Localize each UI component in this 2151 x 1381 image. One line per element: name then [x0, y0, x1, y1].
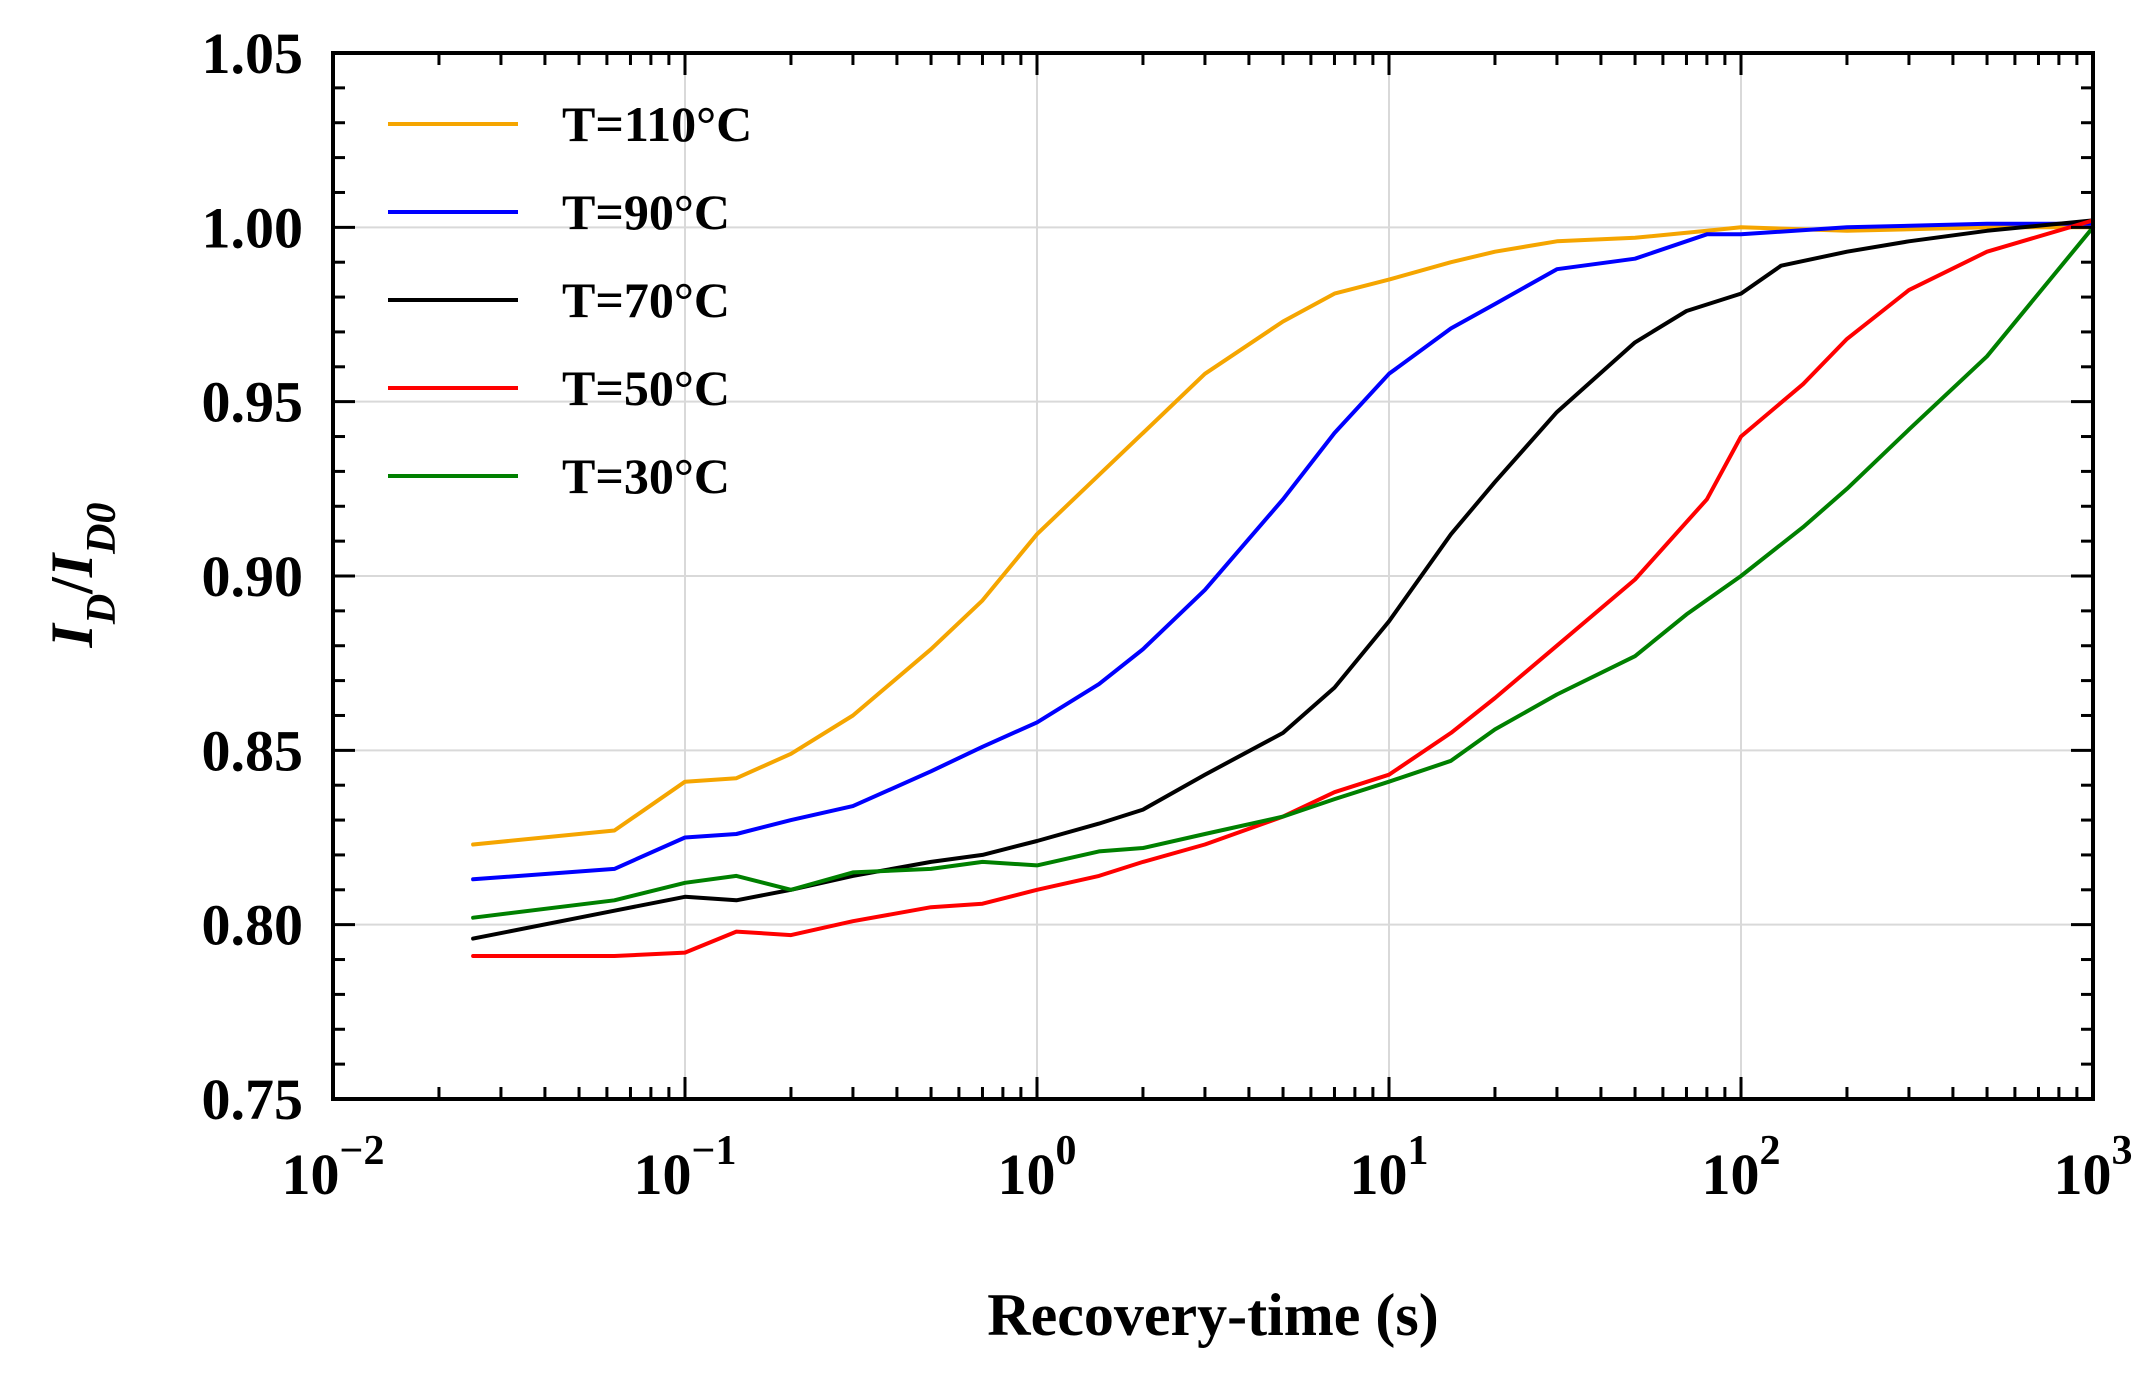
x-tick-exponent: −1 — [692, 1128, 737, 1174]
y-axis-title-sep: / — [39, 576, 105, 595]
y-tick-label: 0.75 — [202, 1067, 304, 1132]
x-tick-label: 10−2 — [282, 1128, 385, 1207]
x-tick-label: 102 — [1702, 1128, 1781, 1207]
legend: T=110°C T=90°C T=70°C T=50°C T=30°C — [388, 96, 752, 504]
y-tick-label: 0.95 — [202, 370, 304, 435]
x-tick-label: 101 — [1350, 1128, 1429, 1207]
x-tick-base: 10 — [634, 1142, 692, 1207]
y-tick-label: 0.85 — [202, 718, 304, 783]
y-tick-label: 0.80 — [202, 893, 304, 958]
x-axis-title: Recovery-time (s) — [987, 1282, 1438, 1348]
legend-label: T=30°C — [562, 448, 730, 504]
x-tick-base: 10 — [1702, 1142, 1760, 1207]
y-tick-label: 1.00 — [202, 195, 304, 260]
legend-label: T=50°C — [562, 360, 730, 416]
y-axis-title: ID/ID0 — [39, 502, 125, 648]
series-line — [471, 225, 2095, 847]
y-axis-title-sub: D — [79, 594, 125, 625]
y-tick-labels: 0.75 0.80 0.85 0.90 0.95 1.00 1.05 — [202, 21, 304, 1132]
x-tick-label: 103 — [2054, 1128, 2133, 1207]
x-tick-exponent: −2 — [340, 1128, 385, 1174]
y-axis-title-base: I — [39, 622, 105, 649]
x-tick-base: 10 — [998, 1142, 1056, 1207]
series-line — [471, 225, 2095, 920]
plot-series — [471, 218, 2095, 958]
y-axis-title-base2: I — [39, 551, 105, 578]
y-axis-title-sub2: D0 — [79, 502, 125, 554]
x-tick-base: 10 — [282, 1142, 340, 1207]
series-line — [471, 221, 2095, 882]
legend-label: T=110°C — [562, 96, 752, 152]
x-tick-exponent: 2 — [1760, 1128, 1781, 1174]
x-tick-base: 10 — [2054, 1142, 2112, 1207]
x-tick-base: 10 — [1350, 1142, 1408, 1207]
x-tick-label: 100 — [998, 1128, 1077, 1207]
plot-frame — [331, 51, 2095, 1101]
legend-label: T=90°C — [562, 184, 730, 240]
x-tick-labels: 10−2 10−1 100 101 102 103 — [282, 1128, 2133, 1207]
x-tick-label: 10−1 — [634, 1128, 737, 1207]
x-tick-exponent: 1 — [1408, 1128, 1429, 1174]
x-tick-exponent: 0 — [1056, 1128, 1077, 1174]
y-tick-label: 1.05 — [202, 21, 304, 86]
y-tick-label: 0.90 — [202, 544, 304, 609]
legend-label: T=70°C — [562, 272, 730, 328]
series-line — [471, 218, 2095, 958]
x-tick-exponent: 3 — [2112, 1128, 2133, 1174]
series-line — [471, 218, 2095, 941]
